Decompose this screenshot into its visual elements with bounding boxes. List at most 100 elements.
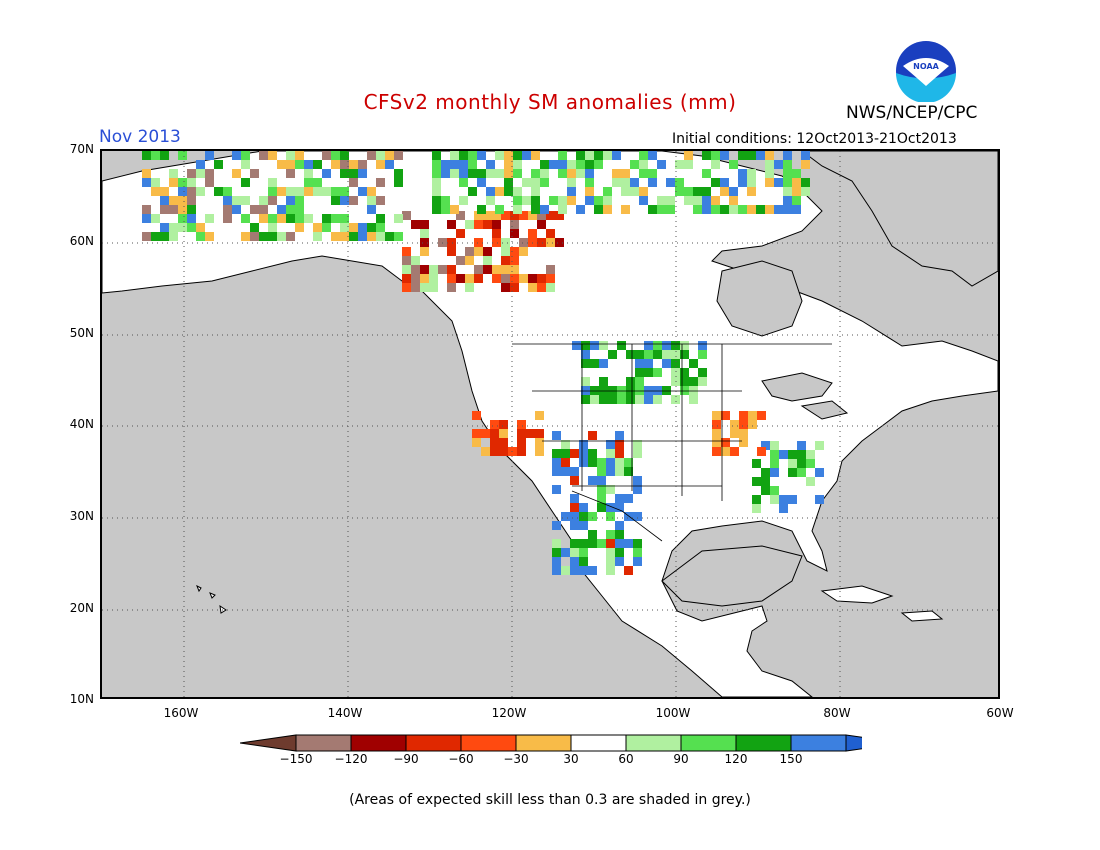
lat-label: 40N (69, 417, 94, 431)
anomaly-cell (570, 494, 579, 503)
anomaly-cell (653, 368, 662, 377)
anomaly-cell (552, 539, 561, 548)
anomaly-cell (522, 178, 531, 187)
anomaly-cell (552, 566, 561, 575)
anomaly-cell (376, 214, 385, 223)
anomaly-cell (459, 151, 468, 160)
anomaly-cell (615, 458, 624, 467)
anomaly-cell (402, 283, 411, 292)
anomaly-cell (561, 548, 570, 557)
anomaly-cell (606, 539, 615, 548)
anomaly-cell (268, 196, 277, 205)
anomaly-cell (693, 205, 702, 214)
anomaly-cell (801, 178, 810, 187)
anomaly-cell (606, 557, 615, 566)
anomaly-cell (581, 341, 590, 350)
anomaly-cell (594, 160, 603, 169)
anomaly-cell (537, 211, 546, 220)
anomaly-cell (504, 178, 513, 187)
anomaly-cell (160, 223, 169, 232)
anomaly-cell (558, 160, 567, 169)
anomaly-cell (492, 265, 501, 274)
anomaly-cell (552, 485, 561, 494)
anomaly-cell (376, 232, 385, 241)
anomaly-cell (588, 539, 597, 548)
lon-label: 160W (163, 706, 199, 720)
anomaly-cell (608, 395, 617, 404)
anomaly-cell (513, 169, 522, 178)
anomaly-cell (552, 449, 561, 458)
anomaly-cell (617, 395, 626, 404)
anomaly-cell (510, 265, 519, 274)
anomaly-cell (576, 205, 585, 214)
anomaly-cell (797, 450, 806, 459)
anomaly-cell (712, 411, 721, 420)
anomaly-cell (615, 449, 624, 458)
anomaly-cell (765, 169, 774, 178)
anomaly-cell (376, 160, 385, 169)
anomaly-cell (756, 151, 765, 160)
anomaly-cell (376, 151, 385, 160)
anomaly-cell (765, 178, 774, 187)
anomaly-cell (738, 169, 747, 178)
anomaly-cell (447, 238, 456, 247)
anomaly-cell (447, 283, 456, 292)
anomaly-cell (277, 232, 286, 241)
anomaly-cell (250, 232, 259, 241)
anomaly-cell (597, 485, 606, 494)
anomaly-cell (513, 187, 522, 196)
anomaly-cell (770, 495, 779, 504)
anomaly-cell (680, 341, 689, 350)
anomaly-cell (585, 178, 594, 187)
anomaly-cell (752, 495, 761, 504)
anomaly-cell (151, 178, 160, 187)
anomaly-cell (666, 178, 675, 187)
anomaly-cell (644, 350, 653, 359)
anomaly-cell (322, 151, 331, 160)
anomaly-cell (639, 196, 648, 205)
anomaly-cell (635, 368, 644, 377)
anomaly-cell (178, 151, 187, 160)
anomaly-cell (367, 187, 376, 196)
anomaly-cell (621, 205, 630, 214)
anomaly-cell (765, 205, 774, 214)
anomaly-cell (693, 196, 702, 205)
anomaly-cell (626, 395, 635, 404)
anomaly-cell (747, 169, 756, 178)
anomaly-cell (450, 169, 459, 178)
anomaly-cell (599, 341, 608, 350)
colorbar-segment (790, 734, 847, 752)
anomaly-cell (711, 151, 720, 160)
anomaly-cell (738, 178, 747, 187)
anomaly-cell (510, 256, 519, 265)
anomaly-cell (675, 187, 684, 196)
anomaly-cell (621, 169, 630, 178)
anomaly-cell (684, 160, 693, 169)
anomaly-cell (531, 178, 540, 187)
anomaly-cell (585, 160, 594, 169)
anomaly-cell (720, 151, 729, 160)
anomaly-cell (757, 447, 766, 456)
anomaly-cell (702, 187, 711, 196)
anomaly-cell (456, 229, 465, 238)
anomaly-cell (729, 205, 738, 214)
anomaly-cell (633, 512, 642, 521)
anomaly-cell (465, 283, 474, 292)
anomaly-cell (617, 341, 626, 350)
anomaly-cell (535, 411, 544, 420)
anomaly-cell (259, 151, 268, 160)
colorbar-segment (735, 734, 792, 752)
anomaly-cell (477, 169, 486, 178)
anomaly-cell (588, 530, 597, 539)
anomaly-cell (590, 395, 599, 404)
anomaly-cell (671, 395, 680, 404)
anomaly-cell (472, 438, 481, 447)
anomaly-cell (295, 187, 304, 196)
anomaly-cell (576, 151, 585, 160)
anomaly-cell (633, 449, 642, 458)
anomaly-cell (277, 214, 286, 223)
anomaly-cell (633, 440, 642, 449)
anomaly-cell (675, 160, 684, 169)
anomaly-cell (468, 187, 477, 196)
anomaly-cell (483, 265, 492, 274)
